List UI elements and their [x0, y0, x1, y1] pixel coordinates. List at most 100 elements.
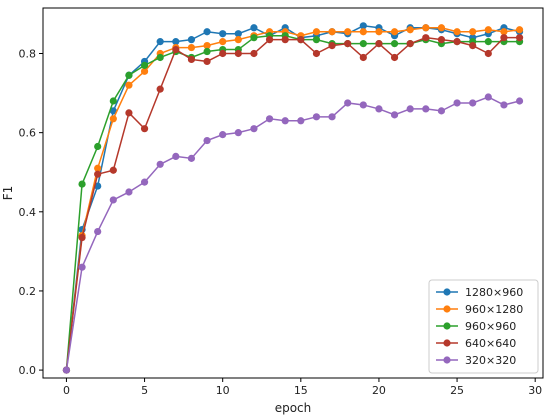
data-point [187, 154, 196, 162]
data-point [203, 47, 211, 56]
legend-label: 320×320 [465, 354, 516, 367]
data-point [469, 99, 477, 107]
y-tick-label: 0.0 [19, 364, 37, 377]
legend-label: 960×960 [465, 320, 516, 333]
data-point [500, 101, 508, 109]
legend-marker [443, 288, 451, 296]
data-point [359, 28, 367, 36]
data-point [62, 366, 71, 374]
data-point [234, 49, 242, 58]
data-point [469, 41, 477, 50]
series-3 [62, 34, 524, 374]
data-point [359, 22, 367, 30]
data-point [406, 105, 414, 113]
data-point [390, 28, 399, 36]
data-point [390, 53, 399, 62]
data-point [140, 178, 149, 186]
plot-series [62, 22, 524, 374]
legend-label: 1280×960 [465, 286, 523, 299]
data-point [375, 28, 383, 36]
data-point [297, 117, 305, 125]
data-point [234, 30, 242, 38]
data-point [125, 109, 133, 117]
data-point [94, 142, 102, 151]
data-point [78, 263, 86, 271]
data-point [219, 30, 227, 38]
data-point [437, 24, 446, 32]
data-point [359, 40, 367, 48]
data-point [109, 196, 117, 204]
data-point [484, 49, 492, 58]
data-point [390, 40, 399, 48]
data-point [515, 97, 524, 105]
y-tick-label: 0.4 [19, 206, 37, 219]
data-point [312, 36, 321, 44]
data-point [297, 36, 305, 44]
plot-frame [42, 7, 544, 379]
data-point [422, 34, 430, 42]
data-point [78, 233, 86, 242]
data-point [94, 227, 102, 236]
data-point [406, 26, 414, 34]
data-point [234, 36, 242, 44]
legend: 1280×960 960×1280 960×960 640×640 320×320 [428, 279, 539, 374]
data-point [219, 131, 227, 139]
x-tick-label: 10 [216, 384, 230, 397]
data-point [328, 113, 336, 121]
data-point [500, 34, 508, 42]
data-point [437, 36, 446, 44]
x-tick-label: 15 [294, 384, 308, 397]
data-point [359, 101, 367, 109]
data-point [156, 38, 164, 46]
data-point [453, 38, 461, 46]
data-point [203, 28, 211, 36]
data-point [344, 40, 352, 48]
data-point [250, 49, 258, 58]
x-tick-label: 25 [450, 384, 464, 397]
data-point [140, 61, 149, 69]
data-point [484, 93, 492, 101]
data-point [203, 136, 211, 145]
data-point [359, 53, 367, 62]
x-tick-label: 20 [372, 384, 386, 397]
data-point [203, 41, 211, 50]
data-point [219, 38, 227, 46]
y-axis-label: F1 [1, 186, 15, 201]
legend-item: 960×960 [436, 320, 516, 333]
data-point [250, 34, 258, 42]
series-1 [62, 24, 524, 374]
data-point [172, 152, 180, 160]
legend-item: 320×320 [436, 354, 516, 367]
data-point [515, 26, 524, 34]
data-point [125, 81, 133, 89]
data-point [328, 28, 336, 36]
data-point [515, 34, 524, 42]
data-point [453, 99, 461, 107]
data-point [187, 36, 196, 44]
legend-marker [443, 356, 451, 364]
data-point [265, 36, 274, 44]
legend-item: 640×640 [436, 337, 516, 350]
legend-marker [443, 339, 451, 347]
legend-item: 1280×960 [436, 286, 523, 299]
x-axis-label: epoch [275, 401, 312, 415]
data-point [312, 113, 321, 121]
data-point [187, 43, 196, 52]
data-point [437, 107, 446, 115]
y-tick-label: 0.6 [19, 127, 37, 140]
data-point [328, 41, 336, 50]
data-point [344, 99, 352, 107]
data-point [390, 111, 399, 119]
data-point [422, 24, 430, 32]
data-point [109, 97, 117, 105]
data-point [484, 38, 492, 46]
data-point [109, 166, 117, 174]
data-point [172, 45, 180, 54]
legend-marker [443, 305, 451, 313]
data-point [187, 55, 196, 64]
data-point [125, 188, 133, 196]
legend-label: 960×1280 [465, 303, 523, 316]
data-point [250, 24, 258, 32]
data-point [156, 160, 164, 168]
